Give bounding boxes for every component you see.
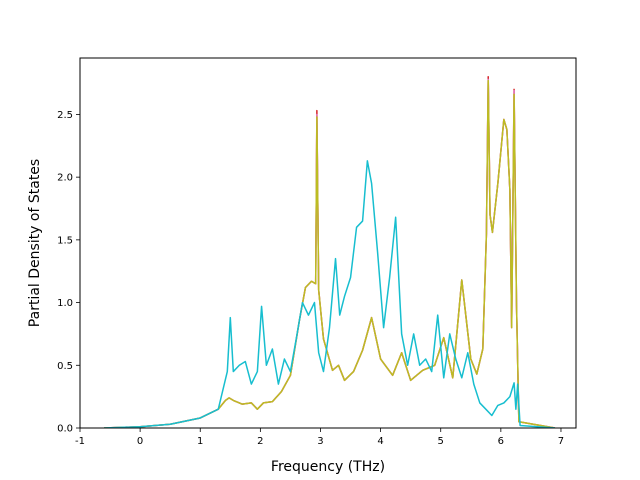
x-axis-label: Frequency (THz) [271, 459, 385, 475]
x-tick-label: 5 [438, 436, 444, 447]
x-tick-label: 0 [137, 436, 143, 447]
y-axis-ticks: 0.0 0.5 1.0 1.5 2.0 2.5 [57, 110, 80, 435]
x-tick-label: 1 [197, 436, 203, 447]
y-axis-label: Partial Density of States [27, 159, 43, 327]
x-tick-label: 4 [377, 436, 383, 447]
y-tick-label: 0.5 [57, 361, 73, 372]
y-tick-label: 1.0 [57, 298, 73, 309]
x-tick-label: 2 [257, 436, 263, 447]
y-tick-label: 0.0 [57, 424, 73, 435]
y-tick-label: 2.5 [57, 110, 73, 121]
x-tick-label: 7 [558, 436, 564, 447]
x-tick-label: -1 [75, 436, 85, 447]
x-tick-label: 6 [498, 436, 504, 447]
y-tick-label: 1.5 [57, 235, 73, 246]
series-line-3 [104, 79, 556, 428]
y-tick-label: 2.0 [57, 173, 73, 184]
x-axis-ticks: -1 0 1 2 3 4 5 6 7 [75, 428, 564, 447]
series-layer [104, 76, 556, 428]
series-line-4 [104, 160, 556, 428]
x-tick-label: 3 [317, 436, 323, 447]
plot-frame [79, 57, 577, 429]
